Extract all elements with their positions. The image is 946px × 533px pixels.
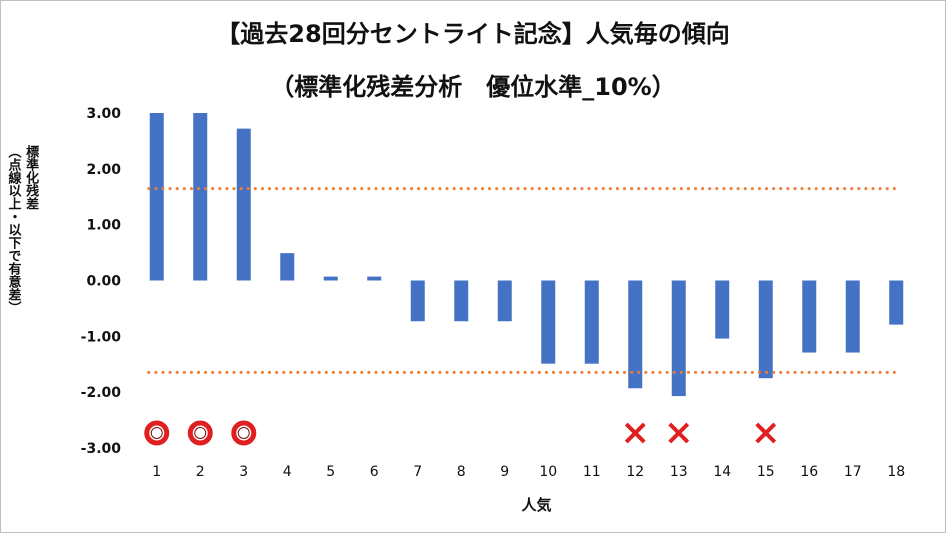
- bar: [715, 280, 730, 339]
- x-tick-label: 15: [757, 464, 775, 480]
- bar: [758, 280, 773, 379]
- x-tick-label: 16: [800, 464, 818, 480]
- y-tick-label: -2.00: [81, 385, 122, 401]
- bar: [802, 280, 817, 353]
- x-tick-label: 7: [413, 464, 422, 480]
- y-axis-label: 標準化残差 （点線以上・以下で有意差）: [5, 145, 39, 314]
- circle-marker-inner: [194, 427, 207, 439]
- y-tick-label: 0.00: [86, 274, 121, 290]
- x-tick-label: 13: [670, 464, 688, 480]
- bar: [671, 280, 686, 397]
- x-tick-label: 12: [626, 464, 644, 480]
- x-tick-label: 17: [844, 464, 862, 480]
- bar: [845, 280, 860, 353]
- x-tick-label: 1: [152, 464, 161, 480]
- cross-marker: [755, 422, 777, 444]
- bar: [541, 280, 556, 364]
- x-axis-label: 人気: [521, 496, 551, 514]
- cross-marker: [624, 422, 646, 444]
- x-tick-label: 18: [887, 464, 905, 480]
- cross-marker: [668, 422, 690, 444]
- bar: [323, 276, 338, 281]
- bar: [584, 280, 599, 364]
- y-tick-label: -1.00: [81, 329, 122, 345]
- y-tick-label: 3.00: [86, 106, 121, 122]
- y-tick-label: 1.00: [86, 218, 121, 234]
- x-tick-label: 3: [239, 464, 248, 480]
- circle-marker-inner: [237, 427, 250, 439]
- circle-marker-inner: [150, 427, 163, 439]
- chart-subtitle: （標準化残差分析 優位水準_10%）: [270, 73, 676, 101]
- x-tick-label: 10: [539, 464, 557, 480]
- circle-marker: [231, 420, 257, 446]
- bar: [628, 280, 643, 389]
- x-tick-label: 2: [196, 464, 205, 480]
- bar: [367, 276, 382, 281]
- bar: [280, 253, 295, 281]
- bar: [410, 280, 425, 322]
- x-tick-label: 8: [457, 464, 466, 480]
- bar: [193, 113, 208, 281]
- chart-title: 【過去28回分セントライト記念】人気毎の傾向: [216, 20, 730, 48]
- x-tick-label: 5: [326, 464, 335, 480]
- circle-marker: [187, 420, 213, 446]
- y-tick-label: -3.00: [81, 441, 122, 457]
- circle-marker: [144, 420, 170, 446]
- bar: [236, 128, 251, 281]
- x-tick-label: 14: [713, 464, 731, 480]
- x-tick-label: 11: [583, 464, 601, 480]
- x-tick-label: 4: [283, 464, 292, 480]
- x-tick-label: 6: [370, 464, 379, 480]
- bar: [889, 280, 904, 325]
- bar: [454, 280, 469, 322]
- x-tick-label: 9: [500, 464, 509, 480]
- bar: [149, 113, 164, 281]
- bar: [497, 280, 512, 322]
- y-tick-label: 2.00: [86, 162, 121, 178]
